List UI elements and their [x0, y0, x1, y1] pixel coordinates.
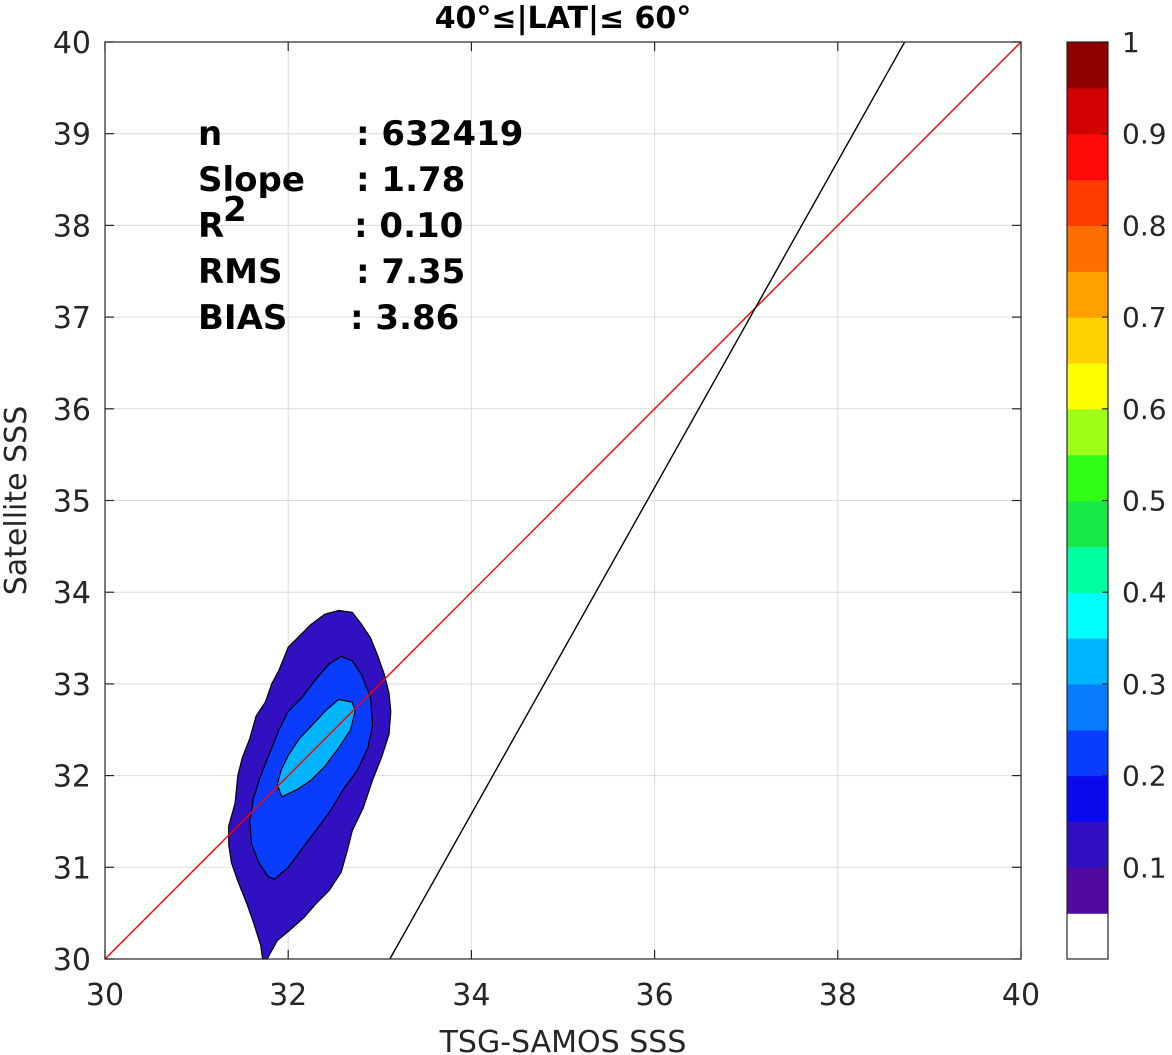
colorbar-label: 1: [1122, 26, 1140, 59]
y-tick-label: 32: [53, 760, 91, 795]
stat-value: : 0.10: [354, 206, 463, 246]
y-tick-label: 39: [53, 118, 91, 153]
colorbar-label: 0.4: [1122, 576, 1167, 609]
stat-value: : 632419: [356, 114, 523, 154]
colorbar-segment: [1067, 638, 1108, 685]
reference-lines: [105, 42, 1021, 959]
colorbar-label: 0.6: [1122, 393, 1167, 426]
x-tick-label: 36: [636, 978, 674, 1013]
colorbar-segment: [1067, 454, 1108, 502]
density-contours: [228, 609, 392, 960]
one-to-one-line: [105, 42, 1021, 959]
colorbar-label: 0.3: [1122, 668, 1167, 701]
colorbar-segment: [1067, 913, 1108, 960]
y-tick-label: 34: [53, 576, 91, 611]
x-tick-label: 38: [819, 978, 857, 1013]
colorbar-label: 0.7: [1122, 301, 1167, 334]
stat-label: Slope: [198, 160, 305, 200]
colorbar-label: 0.8: [1122, 209, 1167, 242]
x-tick-label: 34: [452, 978, 490, 1013]
y-axis-label: Satellite SSS: [0, 406, 34, 596]
x-tick-label: 30: [86, 978, 124, 1013]
stat-label: RMS: [198, 252, 283, 292]
x-tick-label: 40: [1002, 978, 1040, 1013]
stat-value: : 3.86: [350, 298, 459, 338]
colorbar-label: 0.1: [1122, 851, 1167, 884]
colorbar-segment: [1067, 683, 1108, 731]
y-tick-label: 38: [53, 209, 91, 244]
y-tick-label: 33: [53, 668, 91, 703]
colorbar-segment: [1067, 179, 1108, 226]
y-tick-label: 31: [53, 851, 91, 886]
colorbar-segment: [1067, 42, 1108, 89]
colorbar-label: 0.5: [1122, 485, 1167, 518]
stat-value: : 1.78: [356, 160, 465, 200]
stat-label: n: [198, 114, 222, 154]
stat-value: : 7.35: [356, 252, 465, 292]
colorbar-label: 0.9: [1122, 118, 1167, 151]
colorbar-segment: [1067, 546, 1108, 593]
colorbar-segment: [1067, 500, 1108, 547]
y-tick-label: 30: [53, 943, 91, 978]
chart-title: 40°≤|LAT|≤ 60°: [435, 1, 692, 36]
fit-line: [389, 42, 906, 959]
axis-ticks: 30 32 34 36 38 40 30 31 32 33 34 35 36 37 38 39 40: [53, 26, 1040, 1013]
colorbar-segment: [1067, 408, 1108, 456]
colorbar-segment: [1067, 133, 1108, 181]
y-tick-label: 36: [53, 393, 91, 428]
colorbar-segment: [1067, 225, 1108, 272]
colorbar-segment: [1067, 775, 1108, 823]
colorbar: 1 0.9 0.8 0.7 0.6 0.5 0.4 0.3 0.2 0.1: [1066, 26, 1167, 960]
y-tick-label: 35: [53, 485, 91, 520]
x-axis-label: TSG-SAMOS SSS: [439, 1025, 687, 1055]
stats-box: n : 632419 Slope : 1.78 R2 : 0.10 RMS : 7.35 BIA…: [198, 114, 523, 338]
stat-superscript: 2: [223, 190, 247, 230]
y-tick-label: 40: [53, 26, 91, 61]
colorbar-segment: [1067, 362, 1108, 410]
colorbar-segment: [1067, 87, 1108, 135]
stat-label: R: [198, 206, 224, 246]
colorbar-segment: [1067, 867, 1108, 914]
colorbar-label: 0.2: [1122, 760, 1167, 793]
colorbar-segment: [1067, 271, 1108, 318]
y-tick-label: 37: [53, 301, 91, 336]
colorbar-segment: [1067, 317, 1108, 364]
stat-label: BIAS: [198, 298, 287, 338]
x-tick-label: 32: [269, 978, 307, 1013]
colorbar-segment: [1067, 821, 1108, 868]
colorbar-segment: [1067, 729, 1108, 777]
colorbar-segment: [1067, 592, 1108, 639]
